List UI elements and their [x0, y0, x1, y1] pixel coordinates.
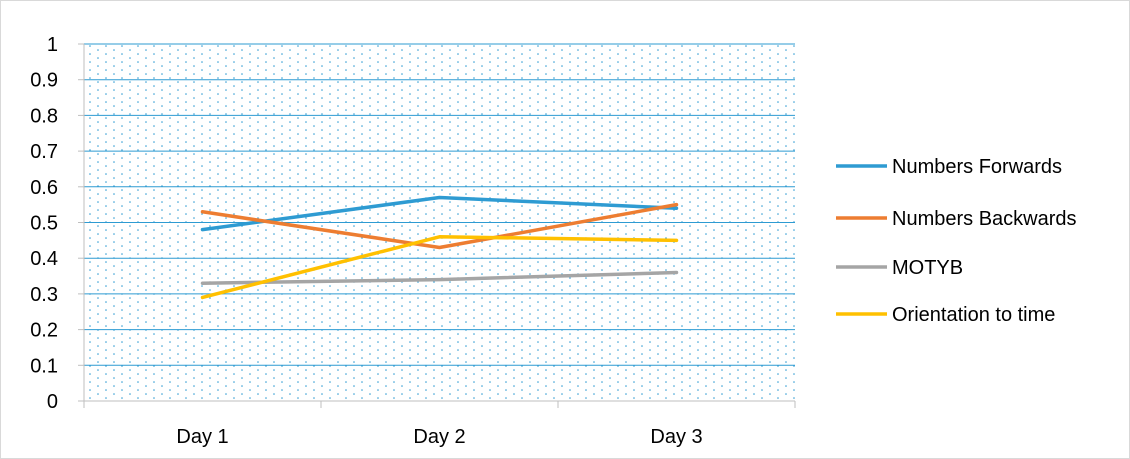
- x-tick-label: Day 2: [413, 426, 465, 448]
- y-tick-label: 0.6: [30, 177, 58, 199]
- y-tick-label: 0.1: [30, 355, 58, 377]
- y-tick-label: 0.3: [30, 284, 58, 306]
- series-line-2: [200, 270, 679, 285]
- legend-label: Numbers Forwards: [892, 156, 1062, 178]
- y-tick-label: 0.4: [30, 248, 58, 270]
- series-line-0: [200, 195, 679, 232]
- axes: 0 0.1 0.2 0.3 0.4 0.5 0.6 0.7 0.8 0.9 1 Day 1 Day 2 D…: [30, 34, 796, 448]
- legend-label: Orientation to time: [892, 304, 1055, 326]
- x-tick-label: Day 3: [650, 426, 702, 448]
- series-line-3: [200, 235, 679, 300]
- legend-label: Numbers Backwards: [892, 208, 1077, 230]
- y-tick-label: 0: [47, 391, 58, 413]
- y-tick-label: 0.5: [30, 213, 58, 235]
- series-line-1: [200, 202, 679, 250]
- gridlines: [84, 43, 795, 366]
- legend: Numbers Forwards Numbers Backwards MOTYB Or…: [836, 156, 1077, 326]
- series-lines: [200, 195, 679, 300]
- x-tick-label: Day 1: [176, 426, 228, 448]
- y-tick-label: 1: [47, 34, 58, 56]
- y-tick-label: 0.7: [30, 141, 58, 163]
- legend-label: MOTYB: [892, 257, 963, 279]
- y-tick-label: 0.8: [30, 105, 58, 127]
- y-tick-label: 0.9: [30, 70, 58, 92]
- y-tick-label: 0.2: [30, 320, 58, 342]
